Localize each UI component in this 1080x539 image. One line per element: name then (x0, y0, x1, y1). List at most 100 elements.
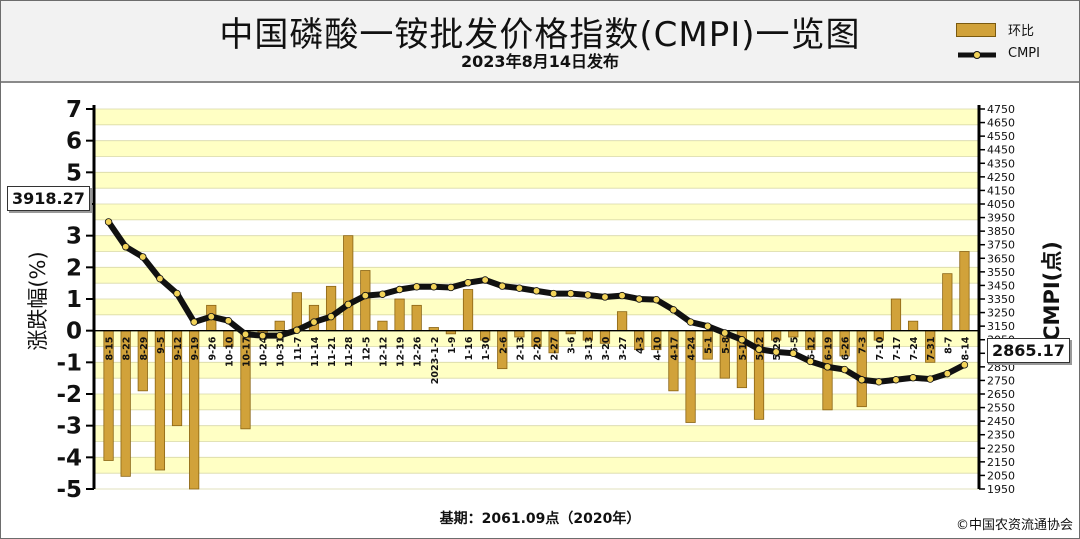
bar (343, 236, 352, 331)
category-label: 2023-1-2 (430, 337, 441, 385)
category-label: 8-7 (943, 337, 954, 354)
right-tick-label: 3150 (987, 320, 1015, 333)
cmpi-point (448, 284, 455, 291)
right-tick-label: 2350 (987, 429, 1015, 442)
grid-band (94, 457, 979, 473)
bar (908, 321, 917, 331)
cmpi-point (773, 349, 780, 356)
category-label: 11-7 (293, 337, 304, 361)
cmpi-point (636, 296, 643, 303)
cmpi-point (550, 290, 557, 297)
cmpi-point (585, 292, 592, 299)
callout-start-value: 3918.27 (7, 186, 90, 211)
cmpi-point (807, 358, 814, 365)
category-label: 10-10 (224, 336, 235, 367)
cmpi-point (739, 336, 746, 343)
right-tick-label: 3950 (987, 212, 1015, 225)
right-tick-label: 3650 (987, 252, 1015, 265)
right-axis-title: CMPI(点) (1040, 241, 1064, 341)
grid-band (94, 267, 979, 283)
category-label: 6-12 (806, 337, 817, 361)
grid-band (94, 378, 979, 394)
category-label: 7-17 (892, 337, 903, 361)
cmpi-point (139, 254, 146, 261)
grid-band (94, 157, 979, 173)
cmpi-point (858, 376, 865, 383)
cmpi-point (379, 291, 386, 298)
cmpi-point (721, 330, 728, 337)
category-label: 5-1 (704, 337, 715, 354)
category-label: 4-17 (669, 337, 680, 361)
left-tick-label: -4 (56, 445, 82, 471)
right-tick-label: 3750 (987, 239, 1015, 252)
bar (275, 321, 284, 331)
grid-band (94, 394, 979, 410)
right-tick-label: 3550 (987, 266, 1015, 279)
cmpi-point (619, 292, 626, 299)
grid-band (94, 410, 979, 426)
category-label: 2-27 (550, 337, 561, 361)
right-tick-label: 4150 (987, 184, 1015, 197)
grid-band (94, 188, 979, 204)
left-tick-label: 7 (66, 97, 82, 123)
cmpi-point (567, 290, 574, 297)
grid-band (94, 141, 979, 157)
grid-band (94, 125, 979, 141)
right-tick-label: 2450 (987, 415, 1015, 428)
category-label: 11-14 (310, 336, 321, 367)
right-tick-label: 2150 (987, 456, 1015, 469)
cmpi-point (499, 283, 506, 290)
left-tick-label: 0 (66, 319, 82, 345)
category-label: 7-3 (858, 337, 869, 354)
bar (891, 299, 900, 331)
category-label: 4-10 (652, 336, 663, 360)
cmpi-point (687, 319, 694, 326)
category-label: 2-13 (515, 337, 526, 361)
cmpi-point (225, 317, 232, 324)
cmpi-point (259, 332, 266, 339)
bar (943, 274, 952, 331)
right-tick-label: 4750 (987, 103, 1015, 116)
left-tick-label: 6 (66, 129, 82, 155)
category-label: 11-21 (327, 337, 338, 367)
cmpi-point (191, 319, 198, 326)
right-tick-label: 2750 (987, 374, 1015, 387)
category-label: 2-20 (533, 336, 544, 360)
category-label: 3-20 (601, 336, 612, 360)
bar (789, 331, 798, 337)
right-tick-label: 2550 (987, 402, 1015, 415)
cmpi-point (208, 313, 215, 320)
grid-band (94, 473, 979, 489)
grid-band (94, 236, 979, 252)
right-tick-label: 2050 (987, 469, 1015, 482)
left-axis-title: 涨跌幅(%) (26, 251, 50, 350)
cmpi-point (105, 219, 112, 226)
bar (412, 305, 421, 330)
callout-end-value: 2865.17 (987, 338, 1070, 363)
cmpi-point (122, 243, 129, 250)
category-label: 7-24 (909, 336, 920, 360)
cmpi-point (653, 296, 660, 303)
cmpi-point (670, 307, 677, 314)
cmpi-point (944, 370, 951, 377)
right-tick-label: 3850 (987, 225, 1015, 238)
cmpi-point (961, 362, 968, 369)
category-label: 12-26 (413, 336, 424, 367)
left-tick-label: -5 (56, 477, 82, 503)
category-label: 1-16 (464, 336, 475, 360)
cmpi-point (157, 275, 164, 282)
cmpi-point (242, 331, 249, 338)
left-tick-label: 2 (66, 255, 82, 281)
category-label: 5-8 (721, 336, 732, 354)
category-label: 10-24 (259, 336, 270, 367)
cmpi-point (294, 327, 301, 334)
category-label: 7-10 (875, 336, 886, 360)
category-label: 9-19 (190, 337, 201, 361)
category-label: 11-28 (344, 336, 355, 367)
category-label: 3-13 (584, 337, 595, 361)
category-label: 12-5 (361, 337, 372, 361)
category-label: 12-19 (396, 337, 407, 367)
category-label: 12-12 (378, 337, 389, 367)
cmpi-point (876, 378, 883, 385)
